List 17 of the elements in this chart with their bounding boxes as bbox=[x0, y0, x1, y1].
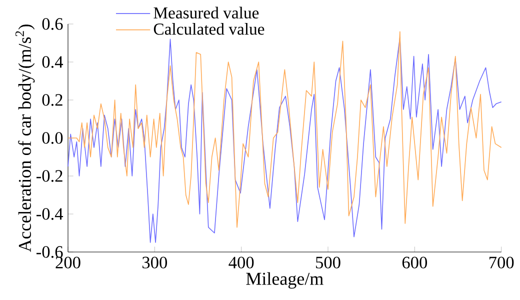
x-tick-label: 600 bbox=[402, 256, 428, 268]
x-tick-label: 200 bbox=[56, 256, 80, 268]
legend-label: Measured value bbox=[154, 6, 259, 19]
y-tick-label: 0.6 bbox=[42, 18, 63, 30]
y-tick-label: -0.6 bbox=[36, 246, 63, 258]
x-tick-label: 500 bbox=[316, 256, 340, 268]
x-tick-label: 300 bbox=[142, 256, 168, 268]
y-tick-label: -0.4 bbox=[36, 208, 64, 220]
y-tick-label: -0.2 bbox=[36, 170, 62, 182]
x-axis-title: Mileage/m bbox=[246, 272, 324, 289]
y-tick-label: 0.0 bbox=[42, 132, 63, 144]
legend-label: Calculated value bbox=[154, 23, 264, 35]
y-tick-label: 0.4 bbox=[42, 56, 64, 68]
y-tick-label: 0.2 bbox=[42, 94, 62, 106]
x-tick-label: 400 bbox=[228, 256, 254, 268]
x-tick-label: 700 bbox=[489, 256, 514, 268]
y-axis-title: Acceleration of car body/(m/s$^{2}$) bbox=[16, 24, 35, 252]
